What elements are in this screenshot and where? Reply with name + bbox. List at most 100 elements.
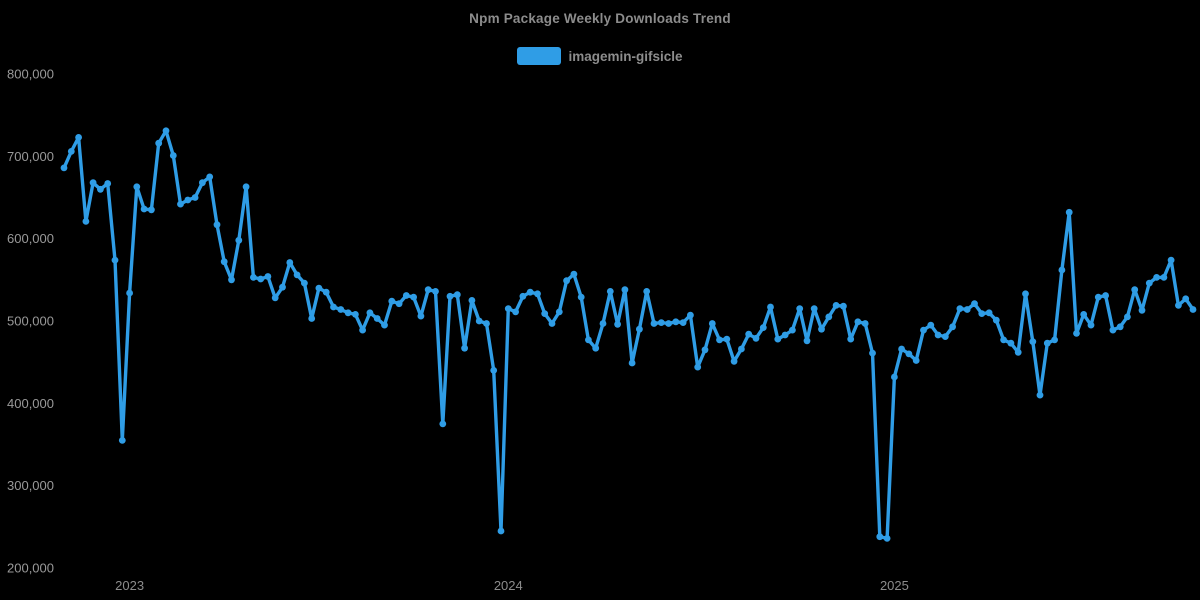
data-point-marker[interactable] [534,290,541,298]
data-point-marker[interactable] [213,221,221,229]
data-point-marker[interactable] [439,420,447,428]
data-point-marker[interactable] [1036,391,1044,399]
data-point-marker[interactable] [585,336,592,344]
data-point-marker[interactable] [891,373,898,381]
data-point-marker[interactable] [82,218,90,225]
data-point-marker[interactable] [1175,302,1182,309]
data-point-marker[interactable] [271,294,279,302]
data-point-marker[interactable] [861,320,869,327]
data-point-marker[interactable] [199,179,206,187]
data-point-marker[interactable] [1022,290,1029,298]
data-point-marker[interactable] [301,279,308,287]
data-point-marker[interactable] [1058,266,1066,274]
data-point-marker[interactable] [97,185,104,193]
data-point-marker[interactable] [235,236,243,244]
data-point-marker[interactable] [1145,279,1153,287]
data-point-marker[interactable] [483,320,490,327]
data-point-marker[interactable] [949,323,956,331]
data-point-marker[interactable] [366,309,374,317]
data-point-marker[interactable] [832,302,840,309]
data-point-marker[interactable] [228,276,235,284]
data-point-marker[interactable] [1124,313,1131,321]
data-point-marker[interactable] [177,200,184,208]
data-point-marker[interactable] [1080,311,1088,318]
data-point-marker[interactable] [665,320,672,327]
data-point-marker[interactable] [876,533,884,541]
data-point-marker[interactable] [279,283,286,291]
data-point-marker[interactable] [941,333,949,340]
data-point-marker[interactable] [242,183,250,191]
data-point-marker[interactable] [883,535,891,542]
data-point-marker[interactable] [555,308,563,316]
data-point-marker[interactable] [818,325,825,333]
data-point-marker[interactable] [672,318,680,326]
data-point-marker[interactable] [191,194,199,201]
data-point-marker[interactable] [730,357,738,365]
data-point-marker[interactable] [592,344,600,352]
data-point-marker[interactable] [796,305,804,312]
data-point-marker[interactable] [497,527,505,535]
data-point-marker[interactable] [716,336,723,344]
data-point-marker[interactable] [694,363,702,371]
data-point-marker[interactable] [759,324,767,331]
data-point-marker[interactable] [1116,323,1124,331]
data-point-marker[interactable] [388,297,396,305]
data-point-marker[interactable] [184,196,192,204]
data-point-marker[interactable] [322,288,330,296]
data-point-marker[interactable] [1153,274,1160,281]
data-point-marker[interactable] [286,259,294,266]
data-point-marker[interactable] [395,300,403,308]
data-point-marker[interactable] [1000,336,1007,344]
data-point-marker[interactable] [963,306,971,313]
data-point-marker[interactable] [155,139,163,147]
data-point-marker[interactable] [111,256,119,264]
data-point-marker[interactable] [679,319,687,326]
data-point-marker[interactable] [104,180,112,187]
data-point-marker[interactable] [1131,286,1139,294]
data-point-marker[interactable] [789,326,796,334]
data-point-marker[interactable] [337,306,345,313]
data-point-marker[interactable] [548,320,556,327]
data-point-marker[interactable] [898,345,905,353]
data-point-marker[interactable] [162,127,170,135]
data-point-marker[interactable] [643,288,651,295]
data-point-marker[interactable] [1087,321,1095,329]
data-point-marker[interactable] [250,274,257,281]
data-point-marker[interactable] [1029,338,1037,345]
data-point-marker[interactable] [1065,208,1073,216]
data-point-marker[interactable] [220,258,228,266]
data-point-marker[interactable] [60,164,68,172]
data-point-marker[interactable] [701,346,709,354]
data-point-marker[interactable] [1094,293,1102,301]
data-point-marker[interactable] [774,335,782,343]
data-point-marker[interactable] [920,326,927,334]
data-point-marker[interactable] [148,206,155,214]
data-point-marker[interactable] [293,271,301,279]
data-point-marker[interactable] [504,305,512,312]
data-point-marker[interactable] [1138,306,1146,314]
data-point-marker[interactable] [410,293,417,301]
data-point-marker[interactable] [512,308,519,316]
data-point-marker[interactable] [650,320,658,327]
data-point-marker[interactable] [978,310,986,317]
data-point-marker[interactable] [206,173,214,181]
data-point-marker[interactable] [1160,274,1168,281]
data-point-marker[interactable] [1073,330,1080,337]
data-point-marker[interactable] [468,297,476,304]
data-point-marker[interactable] [985,309,993,317]
data-point-marker[interactable] [1109,326,1117,334]
data-point-marker[interactable] [752,334,760,342]
data-point-marker[interactable] [628,359,636,367]
data-point-marker[interactable] [1014,348,1022,356]
data-point-marker[interactable] [869,349,876,357]
data-point-marker[interactable] [1167,256,1175,264]
data-point-marker[interactable] [140,205,148,213]
data-point-marker[interactable] [781,331,789,339]
data-point-marker[interactable] [264,273,272,280]
data-point-marker[interactable] [475,317,483,325]
data-point-marker[interactable] [1189,306,1197,313]
data-point-marker[interactable] [971,300,978,308]
data-point-marker[interactable] [432,288,439,295]
data-point-marker[interactable] [810,305,818,312]
data-point-marker[interactable] [402,292,410,299]
